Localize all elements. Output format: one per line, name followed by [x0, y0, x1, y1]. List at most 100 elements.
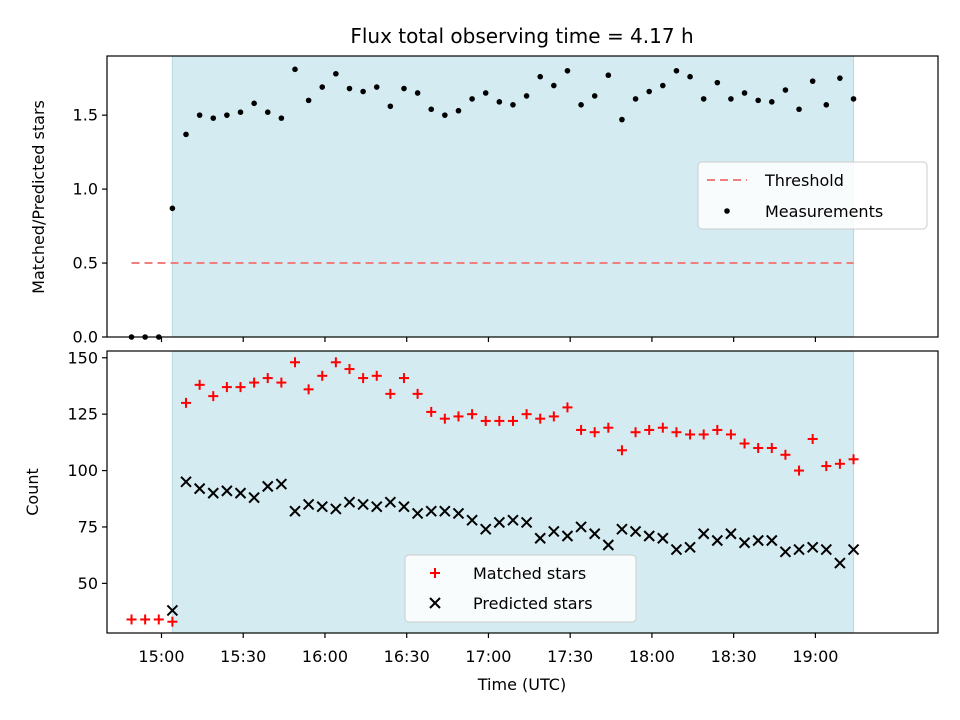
x-tick-label: 15:00 — [138, 647, 184, 666]
measurement-point — [196, 112, 203, 118]
matched-star-point — [398, 373, 409, 384]
matched-star-point — [167, 616, 178, 627]
matched-star-point — [262, 373, 273, 384]
measurement-point — [442, 112, 448, 118]
predicted-star-point — [493, 516, 506, 529]
measurement-point — [850, 96, 857, 102]
matched-star-point — [235, 382, 246, 393]
measurement-point — [414, 90, 421, 96]
measurement-point — [605, 72, 612, 79]
x-tick-label: 18:30 — [711, 647, 757, 666]
predicted-star-point — [248, 491, 260, 504]
matched-star-point — [780, 449, 791, 460]
x-tick-label: 15:30 — [220, 647, 266, 666]
matched-star-point — [289, 357, 300, 368]
predicted-star-point — [616, 523, 628, 535]
measurement-point — [469, 96, 475, 102]
matched-star-point — [249, 377, 260, 388]
measurement-point — [292, 66, 298, 73]
predicted-star-point — [711, 534, 724, 547]
measurement-point — [428, 106, 435, 113]
measurement-point — [619, 116, 625, 123]
y-tick-label: 1.0 — [73, 180, 98, 199]
predicted-star-point — [834, 557, 846, 569]
y-tick-label: 100 — [67, 461, 98, 480]
measurement-point — [551, 82, 557, 89]
measurement-point — [455, 107, 462, 114]
predicted-star-point — [507, 514, 519, 526]
measurement-point — [564, 67, 571, 74]
legend-matched-label: Matched stars — [473, 564, 586, 583]
y-tick-label: 75 — [78, 517, 98, 536]
measurement-point — [700, 96, 707, 102]
predicted-star-point — [847, 543, 860, 556]
matched-star-point — [603, 422, 614, 433]
measurement-point — [183, 131, 189, 138]
matched-star-point — [453, 411, 464, 422]
measurement-point — [169, 205, 176, 212]
measurement-point — [360, 88, 366, 95]
matched-star-point — [140, 614, 151, 625]
matched-star-point — [725, 429, 736, 440]
matched-star-point — [848, 454, 859, 465]
y-tick-label: 150 — [67, 348, 98, 367]
predicted-star-point — [766, 534, 778, 547]
predicted-star-point — [575, 521, 587, 533]
matched-star-point — [344, 364, 355, 375]
matched-star-point — [426, 406, 437, 417]
predicted-star-point — [357, 498, 369, 511]
measurement-point — [224, 112, 230, 118]
matched-star-point — [821, 461, 832, 472]
legend-frame — [697, 161, 928, 230]
predicted-star-point — [697, 528, 710, 540]
ratio-panel-frame — [106, 55, 939, 338]
predicted-star-point — [806, 541, 819, 553]
measurement-point — [591, 93, 598, 99]
legend-matched-swatch — [430, 568, 440, 578]
predicted-star-point — [752, 534, 764, 547]
measurement-point — [373, 84, 380, 90]
measurement-point — [632, 96, 639, 102]
matched-star-point — [221, 382, 232, 393]
matched-star-point — [371, 370, 382, 381]
measurement-point — [496, 99, 503, 105]
predicted-star-point — [398, 500, 410, 513]
count-y-axis-label: Count — [23, 468, 42, 516]
matched-star-point — [358, 373, 369, 384]
x-tick-label: 17:00 — [465, 647, 511, 666]
predicted-star-point — [466, 514, 478, 526]
matched-star-point — [766, 443, 777, 454]
measurement-point — [660, 82, 666, 89]
predicted-star-point — [629, 525, 642, 538]
measurement-point — [401, 85, 407, 92]
predicted-star-point — [480, 523, 492, 535]
predicted-star-point — [643, 530, 655, 542]
legend-measurements-swatch — [724, 208, 730, 214]
measurement-point — [210, 115, 217, 121]
measurement-point — [387, 103, 394, 110]
ratio-legend: Threshold Measurements — [697, 161, 928, 230]
measurement-point — [714, 79, 721, 86]
matched-star-point — [276, 377, 287, 388]
matched-star-point — [385, 388, 396, 399]
matched-star-point — [753, 443, 764, 454]
matched-star-point — [507, 415, 518, 426]
matched-star-point — [330, 357, 341, 368]
measurement-point — [523, 93, 530, 99]
measurement-point — [319, 84, 326, 90]
matched-star-point — [467, 409, 478, 420]
measurement-point — [578, 102, 584, 108]
predicted-star-point — [561, 530, 574, 542]
matched-star-point — [739, 438, 750, 449]
matched-star-point — [657, 422, 668, 433]
measurement-point — [823, 102, 830, 108]
predicted-star-point — [234, 487, 247, 499]
predicted-star-point — [275, 478, 288, 490]
predicted-star-point — [166, 604, 179, 617]
measurement-point — [646, 88, 652, 95]
matched-star-point — [494, 415, 505, 426]
chart-title: Flux total observing time = 4.17 h — [350, 24, 693, 48]
predicted-star-point — [657, 532, 669, 544]
measurement-point — [741, 90, 748, 96]
